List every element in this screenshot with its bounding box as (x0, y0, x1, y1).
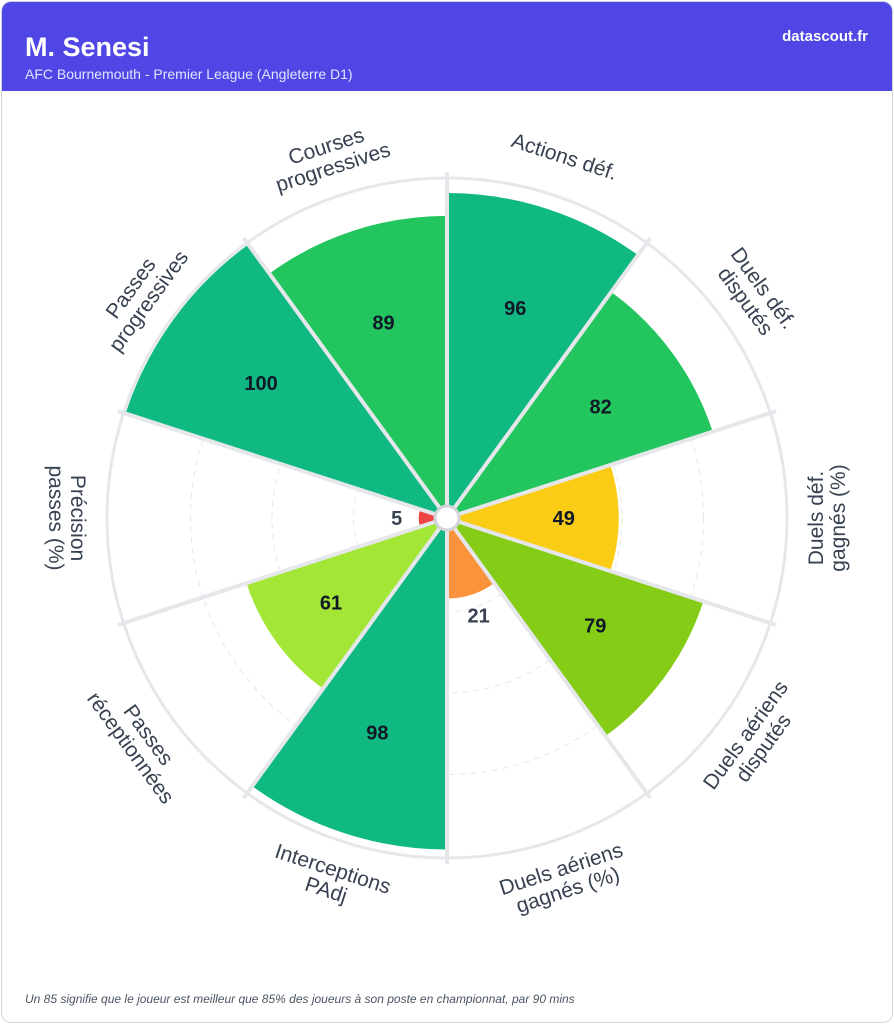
category-label: Précisionpasses (%) (44, 465, 89, 570)
brand-link[interactable]: datascout.fr (782, 28, 868, 45)
value-label: 5 (391, 508, 402, 530)
slice-9 (269, 215, 447, 509)
category-label-line: Actions déf. (509, 129, 620, 185)
slice-separator (242, 236, 449, 520)
category-label: InterceptionsPAdj (265, 840, 393, 920)
slice-4 (447, 527, 495, 599)
slice-separator (446, 409, 777, 520)
slice-0 (447, 193, 639, 509)
value-label: 21 (468, 605, 490, 627)
player-name: M. Senesi (25, 32, 150, 62)
slice-separator (117, 409, 448, 520)
slice-8 (125, 244, 440, 515)
slice-3 (454, 521, 704, 737)
category-label-line: passes (%) (44, 465, 67, 570)
value-label: 49 (553, 508, 575, 530)
category-label-line: gagnés (%) (827, 464, 850, 571)
team-league: AFC Bournemouth - Premier League (Anglet… (25, 66, 353, 82)
slice-separator (446, 516, 777, 627)
value-label: 100 (244, 373, 277, 395)
footer-note: Un 85 signifie que le joueur est meilleu… (25, 992, 575, 1006)
category-label: Duels déf.gagnés (%) (805, 464, 850, 571)
grid-circle (190, 261, 704, 775)
value-label: 82 (590, 396, 612, 418)
category-label-line: Duels déf. (805, 471, 828, 566)
slice-2 (458, 464, 619, 572)
grid-circle (271, 342, 623, 694)
value-label: 89 (372, 313, 394, 335)
slice-6 (246, 521, 440, 689)
header: M. Senesi AFC Bournemouth - Premier Leag… (2, 2, 892, 91)
slice-1 (454, 292, 713, 515)
value-label: 61 (320, 592, 342, 614)
center-hub (433, 504, 461, 532)
slice-separator (242, 516, 449, 800)
value-label: 96 (504, 298, 526, 320)
category-label: Actions déf. (509, 129, 620, 185)
category-label-line: Précision (66, 475, 89, 561)
slice-separator (445, 236, 652, 520)
slice-5 (252, 527, 447, 850)
value-label: 79 (584, 616, 606, 638)
slice-separator (445, 516, 652, 800)
slice-separator (117, 516, 448, 627)
value-label: 98 (366, 722, 388, 744)
